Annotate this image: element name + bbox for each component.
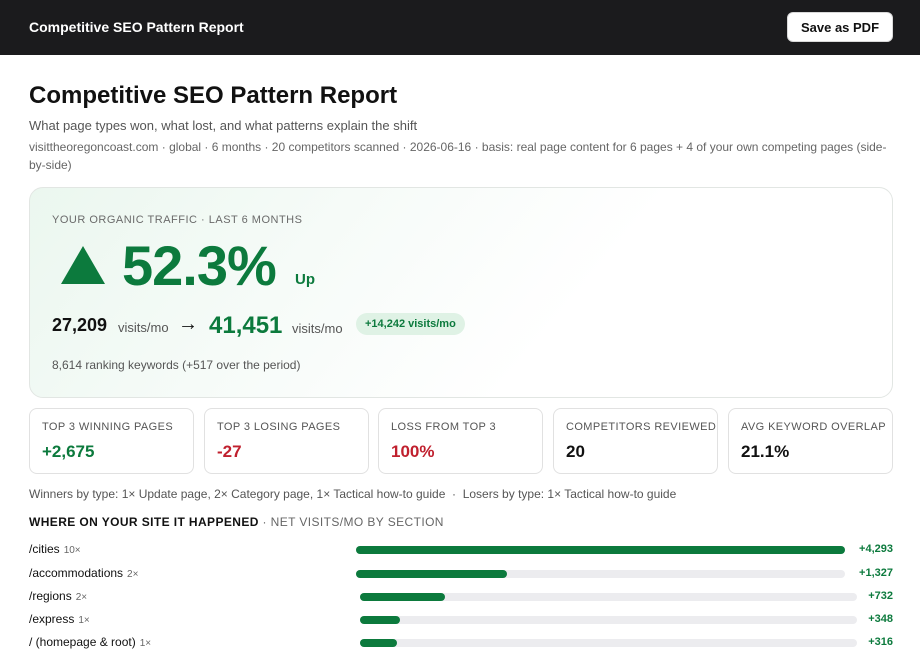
traffic-direction: Up — [295, 271, 315, 288]
stat-label: LOSS FROM TOP 3 — [391, 421, 497, 433]
stat-label: AVG KEYWORD OVERLAP — [741, 421, 886, 433]
section-path-text: / (homepage & root) — [29, 635, 136, 649]
save-as-pdf-button[interactable]: Save as PDF — [787, 12, 893, 42]
stat-value: 20 — [566, 442, 585, 461]
report-meta: visittheoregoncoast.com · global · 6 mon… — [29, 140, 887, 172]
sections-heading-light: · NET VISITS/MO BY SECTION — [258, 515, 444, 529]
section-bar-fill — [360, 616, 401, 624]
stat-card-avg-keyword-overlap: AVG KEYWORD OVERLAP 21.1% — [728, 408, 893, 474]
stat-card-top-winning-pages: TOP 3 WINNING PAGES +2,675 — [29, 408, 194, 474]
section-net-visits: +732 — [868, 590, 893, 602]
section-bar-track — [356, 570, 845, 578]
stat-value: 100% — [391, 442, 435, 461]
section-path: / (homepage & root) 1× — [29, 635, 151, 649]
stat-value: -27 — [217, 442, 242, 461]
section-row: / (homepage & root) 1× +316 — [29, 633, 893, 653]
section-net-visits: +1,327 — [859, 567, 893, 579]
section-path: /express 1× — [29, 612, 90, 626]
ranking-keywords-line: 8,614 ranking keywords (+517 over the pe… — [52, 358, 301, 372]
visits-after-unit: visits/mo — [292, 321, 343, 336]
section-page-count: 10× — [63, 545, 81, 556]
traffic-summary-card: YOUR ORGANIC TRAFFIC · LAST 6 MONTHS 52.… — [29, 187, 893, 398]
stat-card-top-losing-pages: TOP 3 LOSING PAGES -27 — [204, 408, 369, 474]
section-bar-fill — [360, 639, 397, 647]
visits-before: 27,209 — [52, 315, 108, 335]
stat-value: +2,675 — [42, 442, 95, 461]
stat-label: TOP 3 LOSING PAGES — [217, 421, 341, 433]
section-row: /accommodations 2× +1,327 — [29, 564, 893, 584]
section-path-text: /regions — [29, 589, 72, 603]
sections-heading-strong: WHERE ON YOUR SITE IT HAPPENED — [29, 515, 259, 529]
section-path: /regions 2× — [29, 589, 87, 603]
stat-card-loss-from-top-3: LOSS FROM TOP 3 100% — [378, 408, 543, 474]
section-page-count: 2× — [127, 569, 139, 580]
section-row: /regions 2× +732 — [29, 587, 893, 607]
right-arrow-icon: → — [178, 313, 198, 335]
section-bar-fill — [356, 570, 508, 578]
visits-comparison: 27,209 visits/mo → 41,451 visits/mo +14,… — [52, 312, 652, 342]
traffic-change-percent: 52.3% — [122, 234, 277, 297]
section-bar-fill — [360, 593, 445, 601]
section-page-count: 1× — [78, 615, 90, 626]
section-bar-track — [360, 616, 857, 624]
page-title: Competitive SEO Pattern Report — [29, 82, 398, 109]
visits-delta-badge: +14,242 visits/mo — [356, 313, 465, 335]
visits-before-unit: visits/mo — [118, 320, 169, 335]
visits-after: 41,451 — [209, 312, 283, 339]
section-bar-track — [356, 546, 845, 554]
section-net-visits: +348 — [868, 613, 893, 625]
traffic-card-label: YOUR ORGANIC TRAFFIC · LAST 6 MONTHS — [52, 214, 303, 226]
section-net-visits: +4,293 — [859, 543, 893, 555]
app-title: Competitive SEO Pattern Report — [29, 19, 244, 35]
section-bar-track — [360, 593, 857, 601]
stat-label: COMPETITORS REVIEWED — [566, 421, 717, 433]
page-subtitle: What page types won, what lost, and what… — [29, 118, 418, 133]
section-path-text: /accommodations — [29, 566, 124, 580]
section-path: /cities 10× — [29, 542, 81, 556]
section-page-count: 2× — [75, 592, 88, 603]
section-row: /cities 10× +4,293 — [29, 540, 893, 560]
page-type-summary: Winners by type: 1× Update page, 2× Cate… — [29, 487, 677, 501]
section-path-text: /express — [29, 612, 75, 626]
up-triangle-icon — [61, 246, 105, 284]
section-path-text: /cities — [29, 542, 60, 556]
stat-value: 21.1% — [741, 442, 790, 461]
stat-label: TOP 3 WINNING PAGES — [42, 421, 174, 433]
section-path: /accommodations 2× — [29, 566, 138, 580]
section-net-visits: +316 — [868, 636, 893, 648]
sections-heading: WHERE ON YOUR SITE IT HAPPENED · NET VIS… — [29, 515, 444, 529]
top-bar: Competitive SEO Pattern Report Save as P… — [0, 0, 920, 55]
section-bar-track — [360, 639, 857, 647]
section-row: /express 1× +348 — [29, 610, 893, 630]
section-page-count: 1× — [139, 638, 152, 649]
section-bar-fill — [356, 546, 845, 554]
stat-card-competitors-reviewed: COMPETITORS REVIEWED 20 — [553, 408, 718, 474]
